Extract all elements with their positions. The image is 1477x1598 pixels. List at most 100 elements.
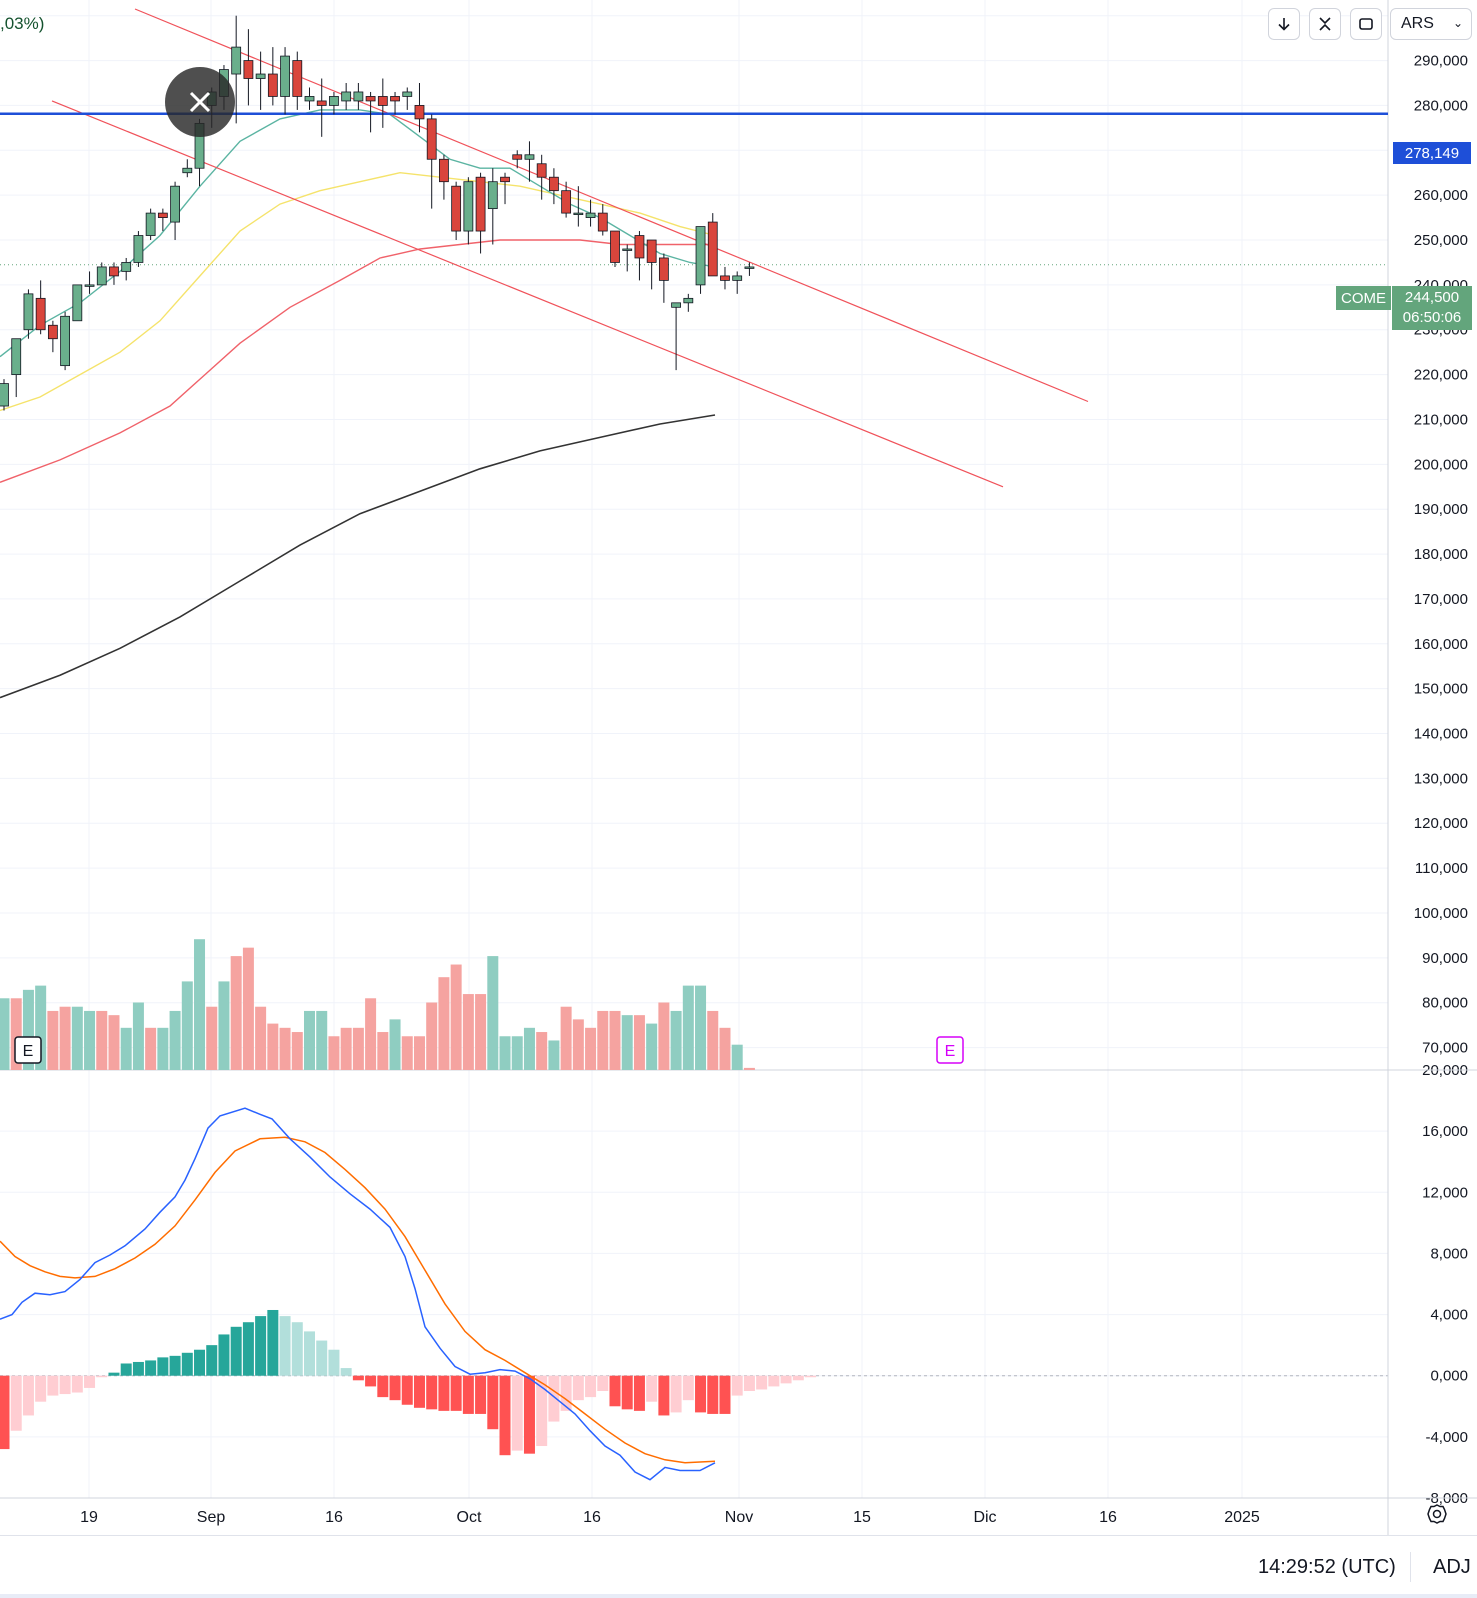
gear-icon[interactable] [1425, 1502, 1449, 1526]
macd-histogram-bar [499, 1375, 511, 1456]
candle-body [377, 96, 388, 106]
candle-body [353, 91, 364, 102]
volume-bar [279, 1027, 291, 1070]
currency-label: ARS [1401, 15, 1434, 32]
volume-bar [230, 956, 242, 1070]
macd-histogram-bar [71, 1375, 83, 1393]
collapse-button[interactable] [1309, 8, 1341, 40]
volume-bar [169, 1010, 181, 1070]
volume-bar [47, 1010, 59, 1070]
macd-histogram-bar [707, 1375, 719, 1414]
x-tick-label: Oct [457, 1509, 482, 1526]
price-tick-label: 210,000 [1414, 411, 1468, 428]
volume-bar [743, 1067, 755, 1070]
macd-histogram-bar [609, 1375, 621, 1407]
candle-body [402, 91, 413, 97]
macd-histogram-bar [560, 1375, 572, 1411]
channel-lower-line [51, 100, 1004, 488]
candle-body [329, 96, 339, 106]
macd-histogram-bar [805, 1375, 817, 1378]
macd-tick-label: 4,000 [1430, 1307, 1468, 1324]
volume-bar [218, 981, 230, 1070]
fullscreen-button[interactable] [1350, 8, 1382, 40]
price-tick-label: 220,000 [1414, 367, 1468, 384]
x-tick-label: Dic [973, 1509, 996, 1526]
clock-time[interactable]: 14:29:52 (UTC) [1258, 1556, 1396, 1578]
price-tick-label: 190,000 [1414, 501, 1468, 518]
volume-bar [462, 994, 474, 1070]
macd-tick-label: 12,000 [1422, 1184, 1468, 1201]
macd-histogram-bar [291, 1322, 303, 1376]
candle-body [145, 212, 156, 236]
macd-histogram-bar [719, 1375, 731, 1414]
volume-bar [340, 1027, 352, 1070]
macd-tick-label: 16,000 [1422, 1123, 1468, 1140]
macd-histogram-bar [401, 1375, 413, 1405]
price-tick-label: 70,000 [1422, 1040, 1468, 1057]
macd-histogram-bar [450, 1375, 462, 1411]
macd-histogram-bar [194, 1349, 206, 1376]
candle-body [133, 235, 144, 263]
macd-histogram-bar [731, 1375, 743, 1396]
macd-histogram-bar [756, 1375, 768, 1390]
macd-histogram-bar [145, 1360, 157, 1376]
volume-bar [646, 1023, 658, 1070]
earnings-marker-text: E [23, 1043, 34, 1060]
macd-histogram-bar [35, 1375, 47, 1402]
x-tick-label: 16 [325, 1509, 343, 1526]
candle-body [549, 176, 559, 192]
price-tick-label: 160,000 [1414, 636, 1468, 653]
volume-bar [499, 1036, 511, 1070]
volume-bar [304, 1010, 315, 1070]
volume-bar [719, 1027, 731, 1070]
volume-bar [413, 1036, 425, 1070]
macd-line [0, 1107, 716, 1481]
volume-bar [206, 1006, 218, 1070]
volume-bar [157, 1027, 169, 1070]
macd-histogram-bar [22, 1375, 34, 1416]
macd-histogram-bar [792, 1375, 804, 1381]
earnings-marker-upcoming-text: E [945, 1043, 956, 1060]
macd-histogram-bar [206, 1345, 218, 1376]
candle-body [744, 266, 755, 269]
scroll-down-button[interactable] [1268, 8, 1300, 40]
price-tick-label: 110,000 [1415, 860, 1468, 877]
volume-bar [242, 947, 254, 1070]
last-price-value: 244,500 [1404, 289, 1460, 306]
candle-body [671, 302, 681, 308]
macd-histogram-bar [230, 1326, 242, 1376]
adj-toggle[interactable]: ADJ [1433, 1556, 1471, 1578]
macd-tick-label: 0,000 [1430, 1368, 1468, 1385]
volume-bar [536, 1032, 548, 1070]
candle-body [585, 212, 596, 218]
macd-histogram-bar [0, 1375, 10, 1450]
macd-histogram-bar [658, 1375, 670, 1416]
macd-histogram-bar [585, 1375, 597, 1398]
volume-bar [22, 989, 34, 1070]
macd-histogram-bar [389, 1375, 401, 1401]
ma-mid-line [0, 171, 716, 412]
currency-select[interactable]: ARS ⌄ [1390, 8, 1472, 40]
price-tick-label: 290,000 [1414, 53, 1468, 70]
candle-body [610, 230, 620, 263]
candle-body [634, 235, 645, 259]
volume-bar [695, 985, 707, 1070]
candle-body [157, 212, 168, 218]
earnings-marker-upcoming [936, 1036, 964, 1064]
macd-histogram-bar [487, 1375, 499, 1430]
macd-histogram-bar [108, 1372, 120, 1376]
price-tick-label: 250,000 [1414, 232, 1468, 249]
volume-bar [35, 985, 47, 1070]
macd-histogram-bar [462, 1375, 474, 1414]
candle-body [451, 185, 462, 232]
volume-bar [328, 1036, 340, 1070]
volume-bar [255, 1006, 267, 1070]
macd-histogram-bar [780, 1375, 792, 1384]
close-button[interactable] [165, 67, 235, 137]
macd-histogram-bar [328, 1349, 340, 1376]
candle-body [658, 257, 669, 281]
volume-bar [365, 998, 377, 1070]
candle-body [341, 91, 352, 102]
macd-histogram-bar [316, 1340, 328, 1376]
